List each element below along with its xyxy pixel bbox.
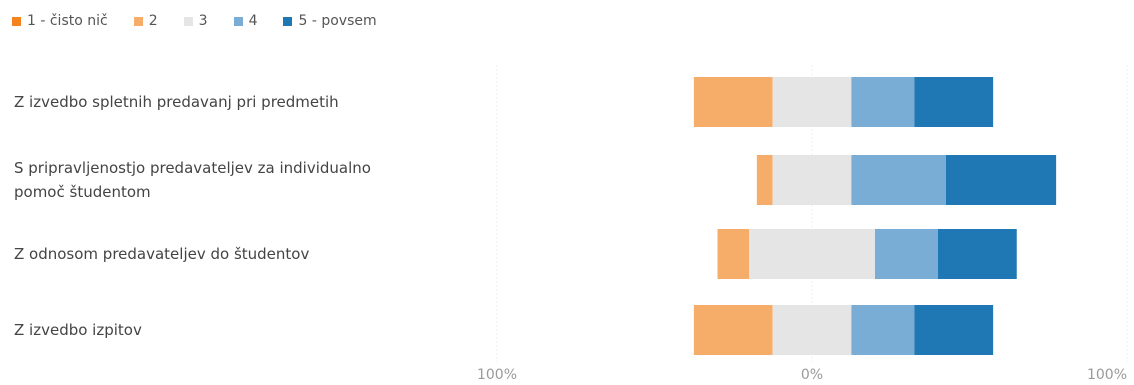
legend-item[interactable]: 2 <box>133 13 158 29</box>
legend-item[interactable]: 3 <box>183 13 208 29</box>
category-label: Z izvedbo spletnih predavanj pri predmet… <box>14 72 434 132</box>
bar-segment[interactable] <box>914 305 994 355</box>
legend-swatch <box>183 16 193 26</box>
category-label-text: Z izvedbo spletnih predavanj pri predmet… <box>14 93 339 111</box>
bar-segment[interactable] <box>914 77 994 127</box>
bar-segment[interactable] <box>693 77 773 127</box>
bar-segment[interactable] <box>851 77 915 127</box>
bar-segment[interactable] <box>749 229 875 279</box>
legend-swatch <box>283 16 293 26</box>
chart-legend: 1 - čisto nič 2 3 4 5 - povsem <box>12 10 403 32</box>
x-tick-label: 100% <box>477 367 517 383</box>
category-label: Z izvedbo izpitov <box>14 300 434 360</box>
x-tick-label: 0% <box>801 367 823 383</box>
category-label: S pripravljenostjo predavateljev za indi… <box>14 150 414 210</box>
legend-item[interactable]: 1 - čisto nič <box>12 13 108 29</box>
bar-segment[interactable] <box>772 305 852 355</box>
legend-swatch <box>233 16 243 26</box>
bar-segment[interactable] <box>756 155 773 205</box>
bar-segment[interactable] <box>772 155 852 205</box>
bar-segment[interactable] <box>875 229 938 279</box>
legend-item[interactable]: 5 - povsem <box>283 13 377 29</box>
bar-segment[interactable] <box>938 229 1017 279</box>
category-label-text: Z odnosom predavateljev do študentov <box>14 245 310 263</box>
bar-segment[interactable] <box>851 155 946 205</box>
bar-segment[interactable] <box>717 229 750 279</box>
legend-item[interactable]: 4 <box>233 13 258 29</box>
bar-segment[interactable] <box>945 155 1057 205</box>
category-label-text: S pripravljenostjo predavateljev za indi… <box>14 159 371 201</box>
legend-swatch <box>12 16 21 26</box>
bar-segment[interactable] <box>772 77 852 127</box>
bar-segment[interactable] <box>693 305 773 355</box>
bar-segment[interactable] <box>851 305 915 355</box>
legend-label: 1 - čisto nič <box>27 13 108 29</box>
x-tick-label: 100% <box>1087 367 1127 383</box>
category-label-text: Z izvedbo izpitov <box>14 321 142 339</box>
category-label: Z odnosom predavateljev do študentov <box>14 224 434 284</box>
legend-label: 5 - povsem <box>298 13 377 29</box>
legend-label: 4 <box>248 13 258 29</box>
legend-label: 2 <box>148 13 158 29</box>
legend-swatch <box>133 16 143 26</box>
legend-label: 3 <box>198 13 208 29</box>
